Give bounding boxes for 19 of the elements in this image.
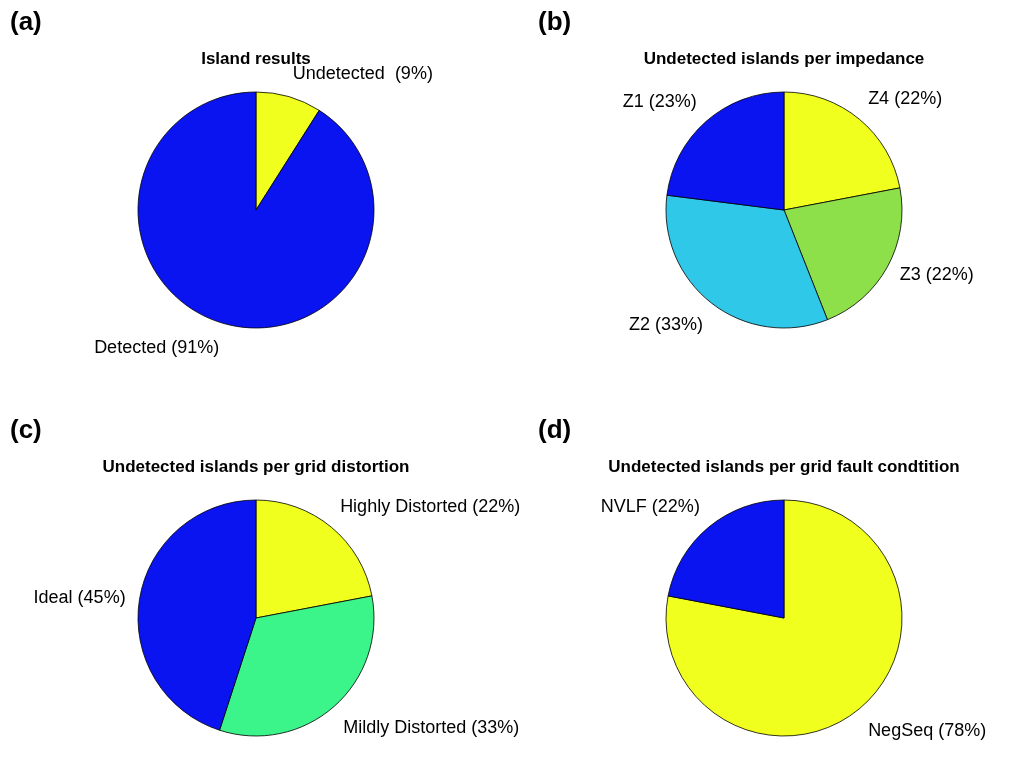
slice-label: Z4 (22%): [868, 88, 943, 109]
text: (a): [10, 6, 42, 36]
chart-title: Undetected islands per impedance: [643, 49, 925, 68]
text: (c): [10, 414, 42, 444]
slice-label: Z2 (33%): [629, 314, 704, 335]
slice-label: Ideal (45%): [33, 587, 126, 608]
slice-label: Highly Distorted (22%): [340, 496, 521, 517]
pie-slice: [137, 91, 375, 329]
slice-label: NegSeq (78%): [868, 719, 987, 740]
text: (d): [538, 414, 572, 444]
chart-title: Undetected islands per grid distortion: [102, 457, 410, 476]
slice-label: Z1 (23%): [622, 90, 697, 111]
text: (b): [538, 6, 572, 36]
slice-label: Mildly Distorted (33%): [343, 717, 520, 738]
slice-label: Z3 (22%): [899, 263, 974, 284]
slice-label: Undetected (9%): [292, 63, 433, 84]
chart-title: Undetected islands per grid fault condtition: [608, 457, 960, 476]
slice-label: NVLF (22%): [600, 496, 700, 517]
slice-label: Detected (91%): [94, 336, 220, 357]
